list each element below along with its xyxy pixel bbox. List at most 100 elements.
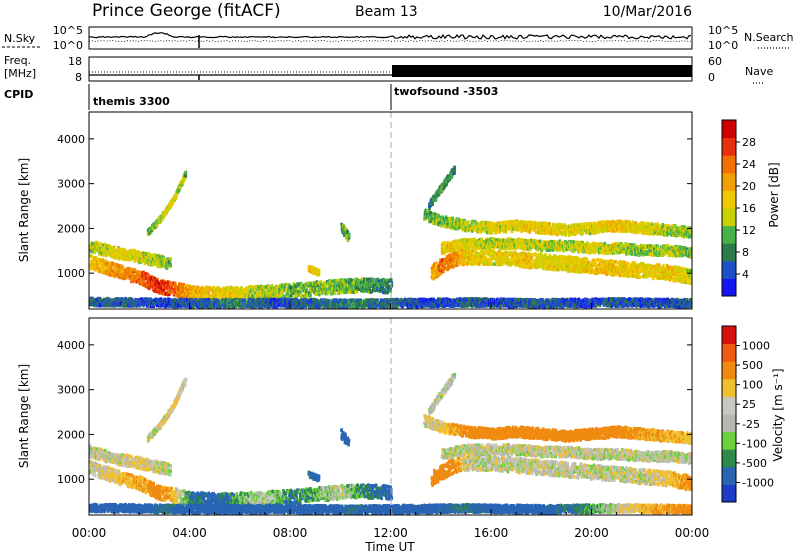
power-cell-b0 xyxy=(199,293,203,297)
power-cell-b0 xyxy=(173,281,177,286)
power-cell-b3 xyxy=(492,298,496,302)
power-cell-b0 xyxy=(382,287,386,291)
power-cell-b0 xyxy=(389,286,392,290)
power-cell-b0 xyxy=(193,293,197,297)
power-cell-b3 xyxy=(279,297,282,301)
power-cell-b0 xyxy=(353,280,356,285)
power-cell-b0 xyxy=(221,295,225,299)
power-cell-b0 xyxy=(95,256,99,261)
power-cell-b3 xyxy=(379,305,382,309)
power-cell-b3 xyxy=(217,301,221,305)
power-cell-b3 xyxy=(506,297,510,301)
power-cell-b0 xyxy=(348,283,351,288)
power-cell-b3 xyxy=(194,297,197,302)
power-cell-b0 xyxy=(330,283,333,287)
power-cell-b0 xyxy=(351,283,355,287)
power-cell-b0 xyxy=(151,278,155,282)
power-cell-b0 xyxy=(150,275,154,279)
power-cell-b3 xyxy=(199,301,202,305)
nave-tick-bottom: 0 xyxy=(708,71,715,84)
power-cell-b0 xyxy=(318,288,321,293)
power-cell-b0 xyxy=(338,281,342,286)
power-cell-b0 xyxy=(108,267,111,272)
power-cell-b1 xyxy=(133,259,136,263)
power-cell-b0 xyxy=(148,286,151,291)
power-cell-b0 xyxy=(268,285,272,289)
power-cell-b2 xyxy=(179,185,182,190)
power-cell-b0 xyxy=(114,267,118,271)
power-cell-b0 xyxy=(96,265,99,270)
power-cell-b3 xyxy=(499,304,502,308)
power-cell-b3 xyxy=(443,304,447,308)
power-cell-b3 xyxy=(196,299,200,303)
power-cell-b0 xyxy=(343,278,347,282)
power-cell-b0 xyxy=(370,289,374,293)
power-cell-b3 xyxy=(325,299,329,303)
power-cell-b0 xyxy=(270,283,274,288)
nsky-trace xyxy=(88,32,692,40)
power-cell-b0 xyxy=(92,256,96,260)
power-cell-b1 xyxy=(99,242,103,246)
power-cell-b0 xyxy=(327,289,331,293)
power-cell-b3 xyxy=(345,305,349,309)
power-cell-b3 xyxy=(356,298,359,302)
power-cell-b3 xyxy=(537,302,540,306)
power-cell-b3 xyxy=(468,303,472,307)
power-cell-b0 xyxy=(177,294,181,299)
power-cell-b0 xyxy=(153,286,156,290)
power-cell-b1 xyxy=(148,263,151,267)
power-cell-b0 xyxy=(207,290,210,295)
power-cell-b3 xyxy=(164,304,167,309)
power-cell-b3 xyxy=(270,298,274,302)
power-cell-b3 xyxy=(441,297,445,301)
power-cell-b0 xyxy=(223,289,227,293)
power-cell-b0 xyxy=(368,288,371,292)
power-cell-b3 xyxy=(251,305,254,309)
power-cell-b0 xyxy=(160,282,164,286)
power-cell-b0 xyxy=(305,288,309,292)
power-cell-b0 xyxy=(185,292,188,296)
power-cell-b3 xyxy=(531,298,535,303)
power-cell-b3 xyxy=(517,299,521,303)
power-cell-b0 xyxy=(361,277,364,282)
power-cell-b3 xyxy=(109,304,112,308)
power-cell-b1 xyxy=(95,240,99,245)
power-cell-b3 xyxy=(349,305,353,309)
power-cell-b0 xyxy=(330,279,334,283)
power-cell-b3 xyxy=(340,305,344,309)
power-cell-b3 xyxy=(148,304,151,308)
power-cell-b1 xyxy=(113,255,117,260)
power-cell-b2 xyxy=(155,223,159,227)
power-cell-b0 xyxy=(285,282,289,287)
power-cell-b0 xyxy=(156,277,159,282)
power-cell-b3 xyxy=(475,297,478,301)
date-label: 10/Mar/2016 xyxy=(603,4,692,20)
power-cell-b3 xyxy=(285,297,288,301)
power-cell-b0 xyxy=(243,296,246,300)
power-cell-b0 xyxy=(278,288,281,292)
power-cell-b3 xyxy=(344,302,347,307)
power-cell-b3 xyxy=(399,304,403,308)
power-cell-b0 xyxy=(101,260,105,264)
power-cell-b0 xyxy=(285,294,289,298)
power-cell-b0 xyxy=(164,282,167,286)
power-cell-b0 xyxy=(355,289,359,294)
cpid-2: twofsound -3503 xyxy=(394,85,498,98)
nsearch-label: N.Search xyxy=(744,31,794,44)
power-cell-b0 xyxy=(185,287,189,292)
freq-tick-bottom: 8 xyxy=(75,71,82,84)
power-cell-b0 xyxy=(386,278,389,282)
power-cell-b3 xyxy=(267,304,270,308)
power-cell-b0 xyxy=(104,266,107,270)
power-cell-b0 xyxy=(181,295,184,300)
power-cell-b0 xyxy=(285,292,289,296)
power-cell-b3 xyxy=(138,304,142,308)
nsky-tick-bottom: 10^0 xyxy=(53,39,83,52)
power-cell-b3 xyxy=(192,303,196,308)
power-cell-b0 xyxy=(267,288,271,292)
power-cell-b0 xyxy=(384,281,388,285)
power-cell-b0 xyxy=(258,294,261,298)
power-cell-b0 xyxy=(108,273,112,277)
power-cell-b1 xyxy=(102,243,105,247)
